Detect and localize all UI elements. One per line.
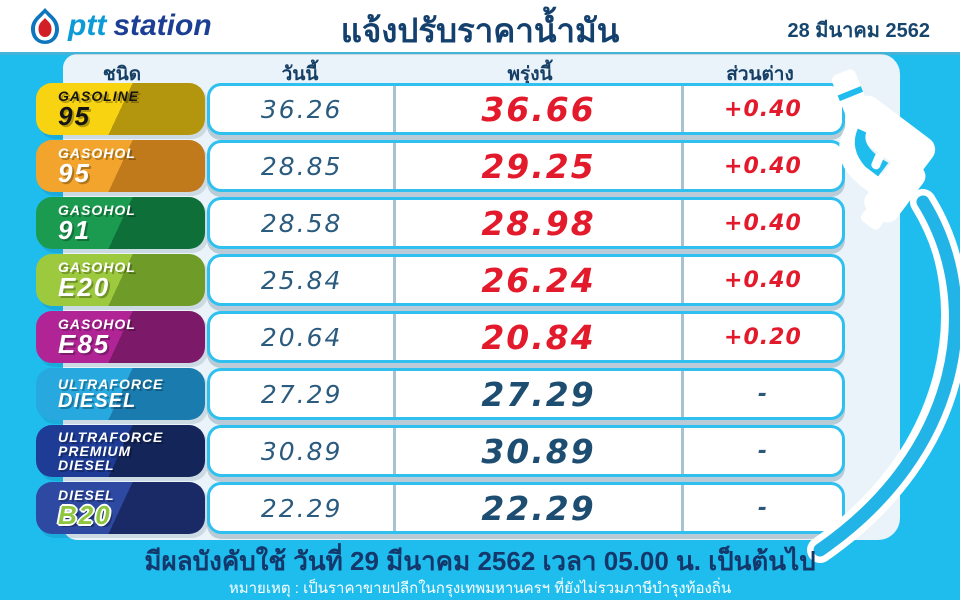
price-tomorrow: 22.29 [393, 485, 681, 531]
price-tomorrow: 36.66 [393, 86, 681, 132]
price-difference: +0.40 [680, 86, 842, 132]
date-label: 28 มีนาคม 2562 [787, 20, 931, 42]
price-tomorrow: 26.24 [393, 257, 681, 303]
table-row: GASOHOL E20 25.84 26.24 +0.40 [0, 254, 960, 306]
price-tomorrow: 29.25 [393, 143, 681, 189]
effective-date-text: มีผลบังคับใช้ วันที่ 29 มีนาคม 2562 เวลา… [144, 546, 816, 576]
price-tomorrow: 28.98 [393, 200, 681, 246]
page-title: แจ้งปรับราคาน้ำมัน [340, 12, 620, 49]
price-today: 30.89 [260, 436, 343, 466]
top-bar: ptt station แจ้งปรับราคาน้ำมัน 28 มีนาคม … [0, 0, 960, 52]
fuel-badge-label: E85 [58, 328, 111, 359]
price-difference: +0.40 [680, 143, 842, 189]
table-row: DIESEL B20 22.29 22.29 - [0, 482, 960, 534]
fuel-badge: GASOHOL E85 [36, 311, 205, 363]
price-difference: - [680, 371, 842, 417]
fuel-badge-label: E20 [58, 271, 111, 302]
fuel-badge-label: 95 [58, 100, 91, 131]
price-values: 28.58 28.98 +0.40 [207, 197, 845, 249]
fuel-badge: GASOLINE 95 [36, 83, 205, 135]
fuel-badge-label: 91 [58, 214, 91, 245]
price-today: 27.29 [260, 379, 343, 409]
price-values: 27.29 27.29 - [207, 368, 845, 420]
column-header-tomorrow: พรุ่งนี้ [507, 64, 553, 85]
ptt-flame-icon [31, 8, 59, 44]
price-values: 25.84 26.24 +0.40 [207, 254, 845, 306]
price-today: 28.58 [260, 208, 343, 238]
price-difference: +0.20 [680, 314, 842, 360]
price-tomorrow: 27.29 [393, 371, 681, 417]
fuel-badge-label: GASOHOL [58, 201, 136, 218]
fuel-badge: ULTRAFORCE PREMIUM DIESEL [36, 425, 205, 477]
fuel-badge-label: 95 [58, 157, 91, 188]
column-header-type: ชนิด [102, 64, 142, 85]
column-header-today: วันนี้ [281, 64, 319, 85]
fuel-badge-label: ULTRAFORCE [58, 428, 164, 445]
price-values: 22.29 22.29 - [207, 482, 845, 534]
price-rows: GASOLINE 95 36.26 36.66 +0.40 GASOHOL 95 2… [0, 83, 960, 539]
column-headers: ชนิด วันนี้ พรุ่งนี้ ส่วนต่าง [0, 59, 960, 85]
price-table-area: ชนิด วันนี้ พรุ่งนี้ ส่วนต่าง GASOLINE 95… [0, 52, 960, 600]
price-today: 28.85 [260, 151, 343, 181]
fuel-badge-label: GASOHOL [58, 315, 136, 332]
price-today: 22.29 [260, 493, 343, 523]
table-row: GASOHOL 91 28.58 28.98 +0.40 [0, 197, 960, 249]
fuel-badge-label: DIESEL [58, 486, 115, 503]
price-difference: - [680, 428, 842, 474]
fuel-badge: GASOHOL E20 [36, 254, 205, 306]
price-values: 20.64 20.84 +0.20 [207, 311, 845, 363]
table-row: GASOHOL 95 28.85 29.25 +0.40 [0, 140, 960, 192]
price-today: 36.26 [260, 94, 343, 124]
brand-station: station [113, 9, 212, 42]
fuel-badge-label: ULTRAFORCE [58, 375, 164, 392]
fuel-badge-label: GASOLINE [58, 87, 140, 104]
fuel-badge-label: DIESEL [58, 389, 137, 412]
fuel-badge: ULTRAFORCE DIESEL [36, 368, 205, 420]
fuel-badge: GASOHOL 91 [36, 197, 205, 249]
price-values: 28.85 29.25 +0.40 [207, 140, 845, 192]
column-header-difference: ส่วนต่าง [726, 64, 794, 85]
price-tomorrow: 30.89 [393, 428, 681, 474]
fuel-badge-label: DIESEL [58, 457, 115, 474]
fuel-badge-label: GASOHOL [58, 144, 136, 161]
price-difference: +0.40 [680, 200, 842, 246]
price-tomorrow: 20.84 [393, 314, 681, 360]
table-row: GASOLINE 95 36.26 36.66 +0.40 [0, 83, 960, 135]
table-row: ULTRAFORCE DIESEL 27.29 27.29 - [0, 368, 960, 420]
table-row: ULTRAFORCE PREMIUM DIESEL 30.89 30.89 - [0, 425, 960, 477]
price-values: 30.89 30.89 - [207, 425, 845, 477]
price-difference: - [680, 485, 842, 531]
price-today: 25.84 [260, 265, 343, 295]
brand-ptt: ptt [68, 9, 107, 42]
price-difference: +0.40 [680, 257, 842, 303]
table-row: GASOHOL E85 20.64 20.84 +0.20 [0, 311, 960, 363]
price-today: 20.64 [260, 322, 343, 352]
fuel-badge-label: B20 [58, 499, 112, 530]
fuel-badge: DIESEL B20 [36, 482, 205, 534]
footnote-text: หมายเหตุ : เป็นราคาขายปลีกในกรุงเทพมหานค… [228, 580, 732, 597]
fuel-badge-label: PREMIUM [58, 442, 132, 459]
ptt-logo: ptt station [28, 7, 212, 45]
fuel-badge: GASOHOL 95 [36, 140, 205, 192]
fuel-badge-label: GASOHOL [58, 258, 136, 275]
price-values: 36.26 36.66 +0.40 [207, 83, 845, 135]
